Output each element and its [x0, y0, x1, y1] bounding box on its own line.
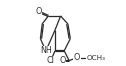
Text: Cl: Cl [47, 56, 55, 65]
Text: NH: NH [40, 46, 52, 55]
Text: O: O [74, 53, 80, 62]
Text: OCH₃: OCH₃ [86, 55, 105, 61]
Text: O: O [35, 7, 42, 16]
Text: O: O [59, 56, 66, 65]
